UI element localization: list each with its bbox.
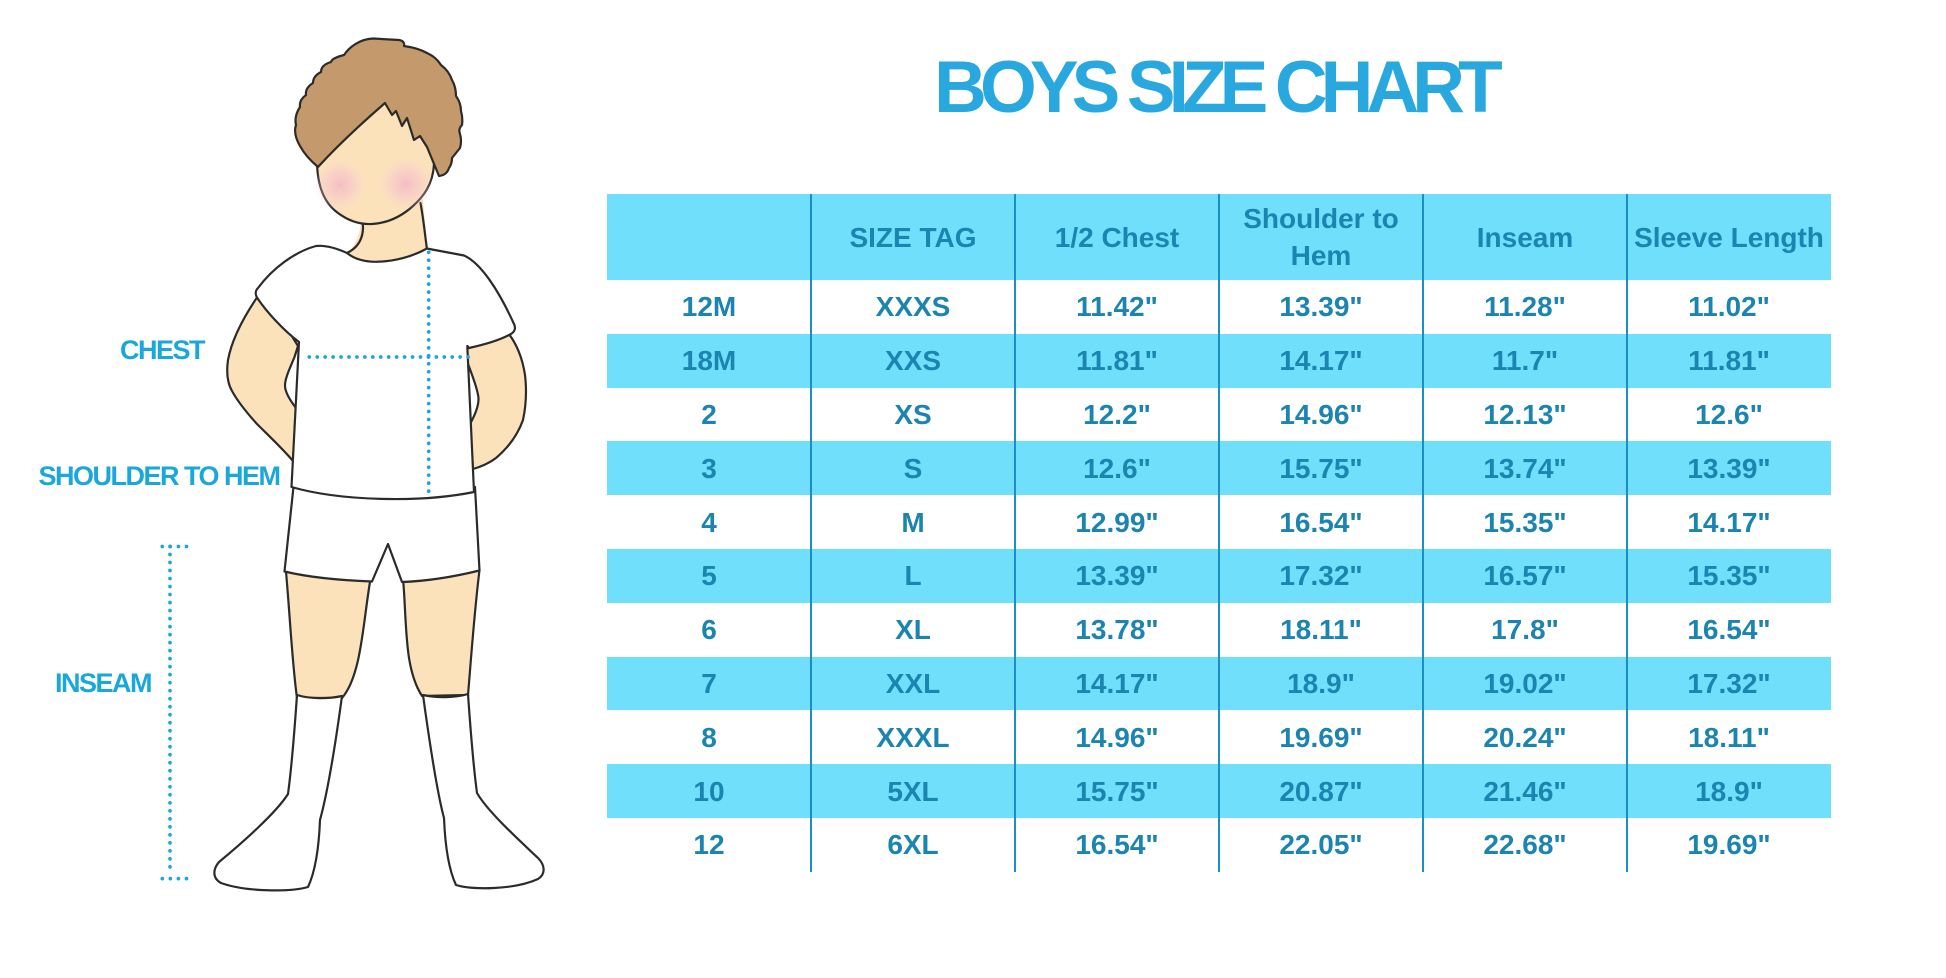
- svg-text:SHOULDER TO HEM: SHOULDER TO HEM: [38, 461, 279, 491]
- svg-text:INSEAM: INSEAM: [55, 668, 151, 698]
- svg-text:CHEST: CHEST: [120, 335, 206, 365]
